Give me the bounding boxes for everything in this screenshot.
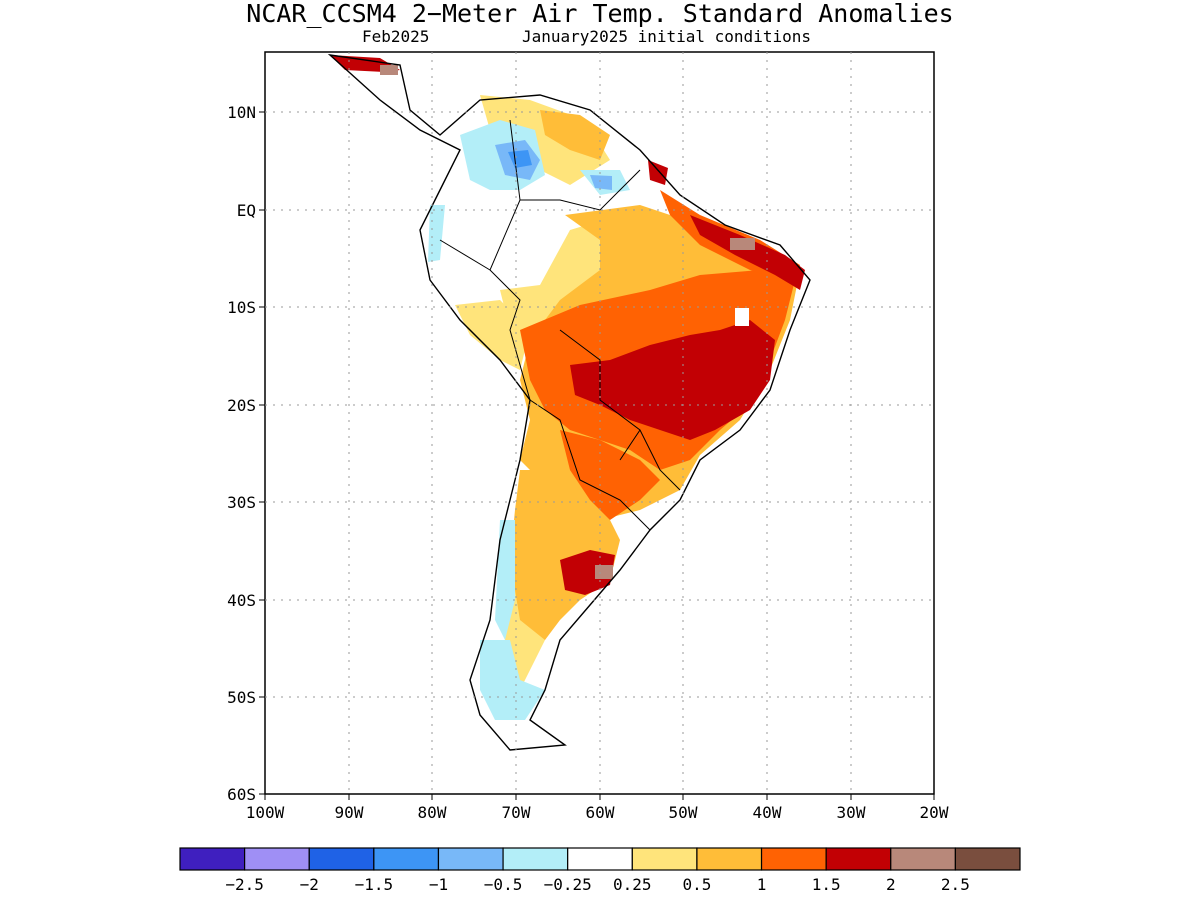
lon-tick-label: 100W [246, 803, 285, 822]
colorbar-swatch [502, 847, 569, 871]
anomaly-red-interior [570, 320, 775, 440]
lon-tick-label: 60W [586, 803, 615, 822]
anomaly-lightblue-patagonia [480, 640, 545, 720]
lat-tick-label: EQ [237, 201, 256, 220]
lat-tick-label: 40S [227, 591, 256, 610]
colorbar-label: −1.5 [355, 875, 394, 894]
anomaly-darkorange-south [560, 430, 660, 520]
colorbar-swatch [244, 847, 310, 871]
anomaly-orange-argentina [510, 470, 620, 640]
anomaly-lightblue-andes [495, 520, 515, 640]
colorbar-swatch [954, 847, 1021, 871]
lat-tick-label: 30S [227, 493, 256, 512]
lon-tick-label: 90W [335, 803, 364, 822]
colorbar-label: −2.5 [225, 875, 264, 894]
colorbar-label: −2 [300, 875, 319, 894]
lat-tick-label: 10S [227, 298, 256, 317]
colorbar-label: 0.25 [613, 875, 652, 894]
anomaly-brown-pampas [595, 565, 613, 579]
lon-tick-label: 20W [920, 803, 949, 822]
colorbar-swatch [373, 847, 440, 871]
anomaly-lightblue-ecuador [428, 205, 445, 262]
colorbar-swatch [631, 847, 698, 871]
colorbar-label: 2.5 [941, 875, 970, 894]
coastline [327, 53, 811, 751]
colorbar-label: −1 [429, 875, 448, 894]
colorbar-swatch [696, 847, 763, 871]
colorbar-swatch [437, 847, 504, 871]
anomaly-red-northeast-coast [690, 215, 805, 290]
country-borders [439, 119, 681, 531]
colorbar-swatch [760, 847, 827, 871]
colorbar-swatch [308, 847, 375, 871]
lat-tick-label: 60S [227, 785, 256, 804]
colorbar-label: 1.5 [812, 875, 841, 894]
anomaly-yellow-peru [455, 300, 530, 370]
anomaly-brown-ca [380, 65, 398, 75]
colorbar-label: 1 [757, 875, 767, 894]
anomaly-brown-ne [730, 238, 755, 250]
colorbar-label: −0.25 [544, 875, 592, 894]
colorbar-label: 2 [886, 875, 896, 894]
lat-tick-label: 50S [227, 688, 256, 707]
anomaly-field [330, 55, 810, 750]
colorbar-label: −0.5 [484, 875, 523, 894]
anomaly-red-guianas [648, 160, 668, 185]
colorbar-swatch [825, 847, 892, 871]
lon-tick-label: 30W [837, 803, 866, 822]
lon-tick-label: 80W [418, 803, 447, 822]
lon-tick-label: 50W [669, 803, 698, 822]
colorbar-swatch [179, 847, 246, 871]
initial-conditions: January2025 initial conditions [522, 27, 811, 46]
lon-tick-label: 40W [753, 803, 782, 822]
colorbar-swatch [567, 847, 633, 871]
coastlines [327, 53, 811, 751]
anomaly-red-pampas [560, 550, 615, 595]
anomaly-blue-venezuela [590, 175, 612, 190]
lon-tick-label: 70W [502, 803, 531, 822]
colorbar-label: 0.5 [682, 875, 711, 894]
colorbar: −2.5 −2 −1.5 −1 −0.5 −0.25 0.25 0.5 1 1.5 2 2.5 [179, 847, 1021, 894]
forecast-month: Feb2025 [362, 27, 430, 46]
anomaly-white-gap [735, 308, 749, 326]
lat-tick-label: 20S [227, 396, 256, 415]
anomaly-orange-venezuela [540, 110, 610, 160]
map-title: NCAR_CCSM4 2−Meter Air Temp. Standard An… [246, 0, 954, 28]
lat-tick-label: 10N [227, 103, 256, 122]
colorbar-swatch [890, 847, 956, 871]
